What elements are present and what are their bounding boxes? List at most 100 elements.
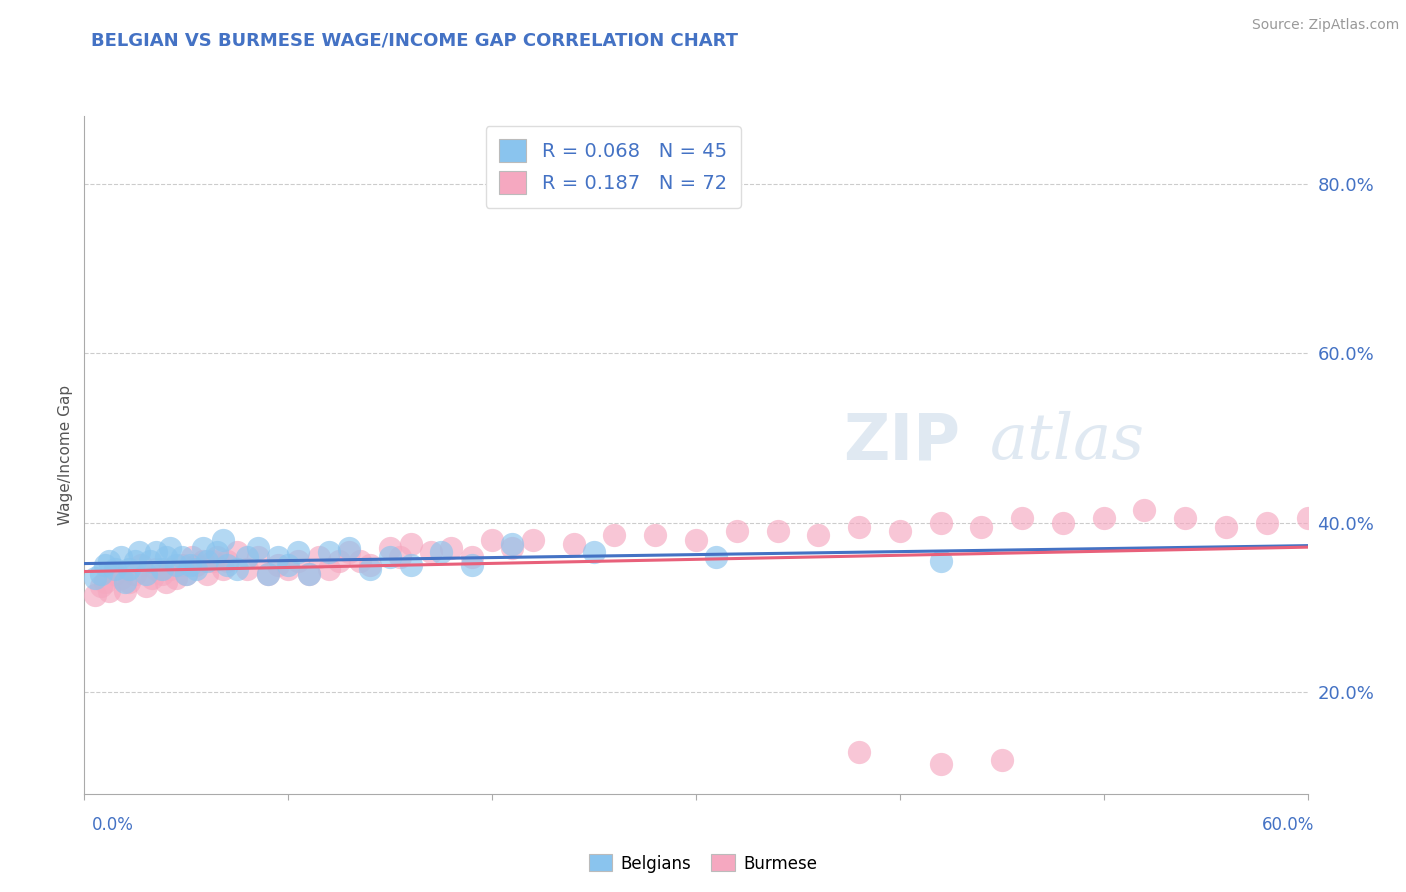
Point bbox=[110, 549, 132, 564]
Point bbox=[970, 520, 993, 534]
Point bbox=[522, 533, 544, 547]
Point bbox=[195, 566, 218, 581]
Point bbox=[83, 588, 105, 602]
Point bbox=[308, 549, 330, 564]
Point bbox=[165, 571, 187, 585]
Point bbox=[562, 537, 585, 551]
Point bbox=[191, 554, 214, 568]
Point bbox=[246, 549, 269, 564]
Point bbox=[440, 541, 463, 555]
Point bbox=[318, 562, 340, 576]
Point bbox=[461, 558, 484, 573]
Point bbox=[145, 562, 167, 576]
Point bbox=[212, 533, 235, 547]
Point bbox=[298, 566, 321, 581]
Point bbox=[159, 541, 181, 555]
Point bbox=[1011, 511, 1033, 525]
Point bbox=[380, 549, 402, 564]
Point bbox=[114, 574, 136, 589]
Point bbox=[165, 558, 187, 573]
Text: BELGIAN VS BURMESE WAGE/INCOME GAP CORRELATION CHART: BELGIAN VS BURMESE WAGE/INCOME GAP CORRE… bbox=[91, 31, 738, 49]
Point bbox=[205, 549, 228, 564]
Point bbox=[181, 549, 204, 564]
Point bbox=[339, 541, 360, 555]
Point bbox=[93, 574, 115, 589]
Point bbox=[267, 549, 290, 564]
Point bbox=[501, 537, 523, 551]
Point bbox=[205, 545, 228, 559]
Point bbox=[257, 566, 280, 581]
Point bbox=[246, 541, 269, 555]
Point bbox=[725, 524, 748, 539]
Point bbox=[318, 545, 340, 559]
Point bbox=[1133, 503, 1156, 517]
Point bbox=[141, 571, 163, 585]
Point bbox=[118, 574, 141, 589]
Point bbox=[267, 558, 290, 573]
Point bbox=[889, 524, 911, 539]
Point bbox=[114, 583, 136, 598]
Point bbox=[104, 566, 127, 581]
Point bbox=[349, 554, 371, 568]
Point bbox=[179, 558, 201, 573]
Point bbox=[118, 562, 141, 576]
Point bbox=[287, 545, 309, 559]
Point bbox=[929, 516, 952, 530]
Point bbox=[603, 528, 626, 542]
Point bbox=[150, 562, 173, 576]
Point bbox=[399, 558, 422, 573]
Point bbox=[1256, 516, 1278, 530]
Point bbox=[582, 545, 605, 559]
Point bbox=[1215, 520, 1237, 534]
Point bbox=[172, 558, 194, 573]
Legend: Belgians, Burmese: Belgians, Burmese bbox=[582, 847, 824, 880]
Point bbox=[155, 574, 177, 589]
Point bbox=[195, 554, 218, 568]
Point bbox=[191, 541, 214, 555]
Point bbox=[155, 549, 177, 564]
Point bbox=[1174, 511, 1197, 525]
Point bbox=[501, 541, 523, 555]
Point bbox=[339, 545, 360, 559]
Point bbox=[359, 558, 381, 573]
Point bbox=[128, 545, 150, 559]
Point bbox=[226, 545, 249, 559]
Point bbox=[236, 562, 259, 576]
Point bbox=[124, 554, 146, 568]
Y-axis label: Wage/Income Gap: Wage/Income Gap bbox=[58, 384, 73, 525]
Point bbox=[461, 549, 484, 564]
Legend: R = 0.068   N = 45, R = 0.187   N = 72: R = 0.068 N = 45, R = 0.187 N = 72 bbox=[485, 126, 741, 208]
Point bbox=[929, 554, 952, 568]
Point bbox=[90, 579, 112, 593]
Point bbox=[380, 541, 402, 555]
Point bbox=[644, 528, 666, 542]
Point bbox=[217, 554, 239, 568]
Point bbox=[186, 562, 208, 576]
Point bbox=[135, 566, 157, 581]
Point bbox=[704, 549, 728, 564]
Point bbox=[277, 558, 299, 573]
Point bbox=[766, 524, 789, 539]
Text: ZIP: ZIP bbox=[842, 410, 960, 473]
Point bbox=[83, 571, 105, 585]
Point bbox=[201, 554, 224, 568]
Point bbox=[685, 533, 707, 547]
Point bbox=[97, 583, 120, 598]
Point bbox=[389, 549, 412, 564]
Point bbox=[929, 757, 952, 772]
Text: Source: ZipAtlas.com: Source: ZipAtlas.com bbox=[1251, 18, 1399, 32]
Point bbox=[104, 562, 127, 576]
Point bbox=[93, 558, 115, 573]
Point bbox=[257, 566, 280, 581]
Point bbox=[226, 562, 249, 576]
Point bbox=[159, 562, 181, 576]
Point bbox=[481, 533, 503, 547]
Point bbox=[991, 753, 1014, 767]
Point bbox=[150, 566, 173, 581]
Text: 60.0%: 60.0% bbox=[1263, 816, 1315, 834]
Point bbox=[174, 566, 197, 581]
Point bbox=[1296, 511, 1319, 525]
Point bbox=[97, 554, 120, 568]
Point bbox=[174, 566, 197, 581]
Point bbox=[186, 558, 208, 573]
